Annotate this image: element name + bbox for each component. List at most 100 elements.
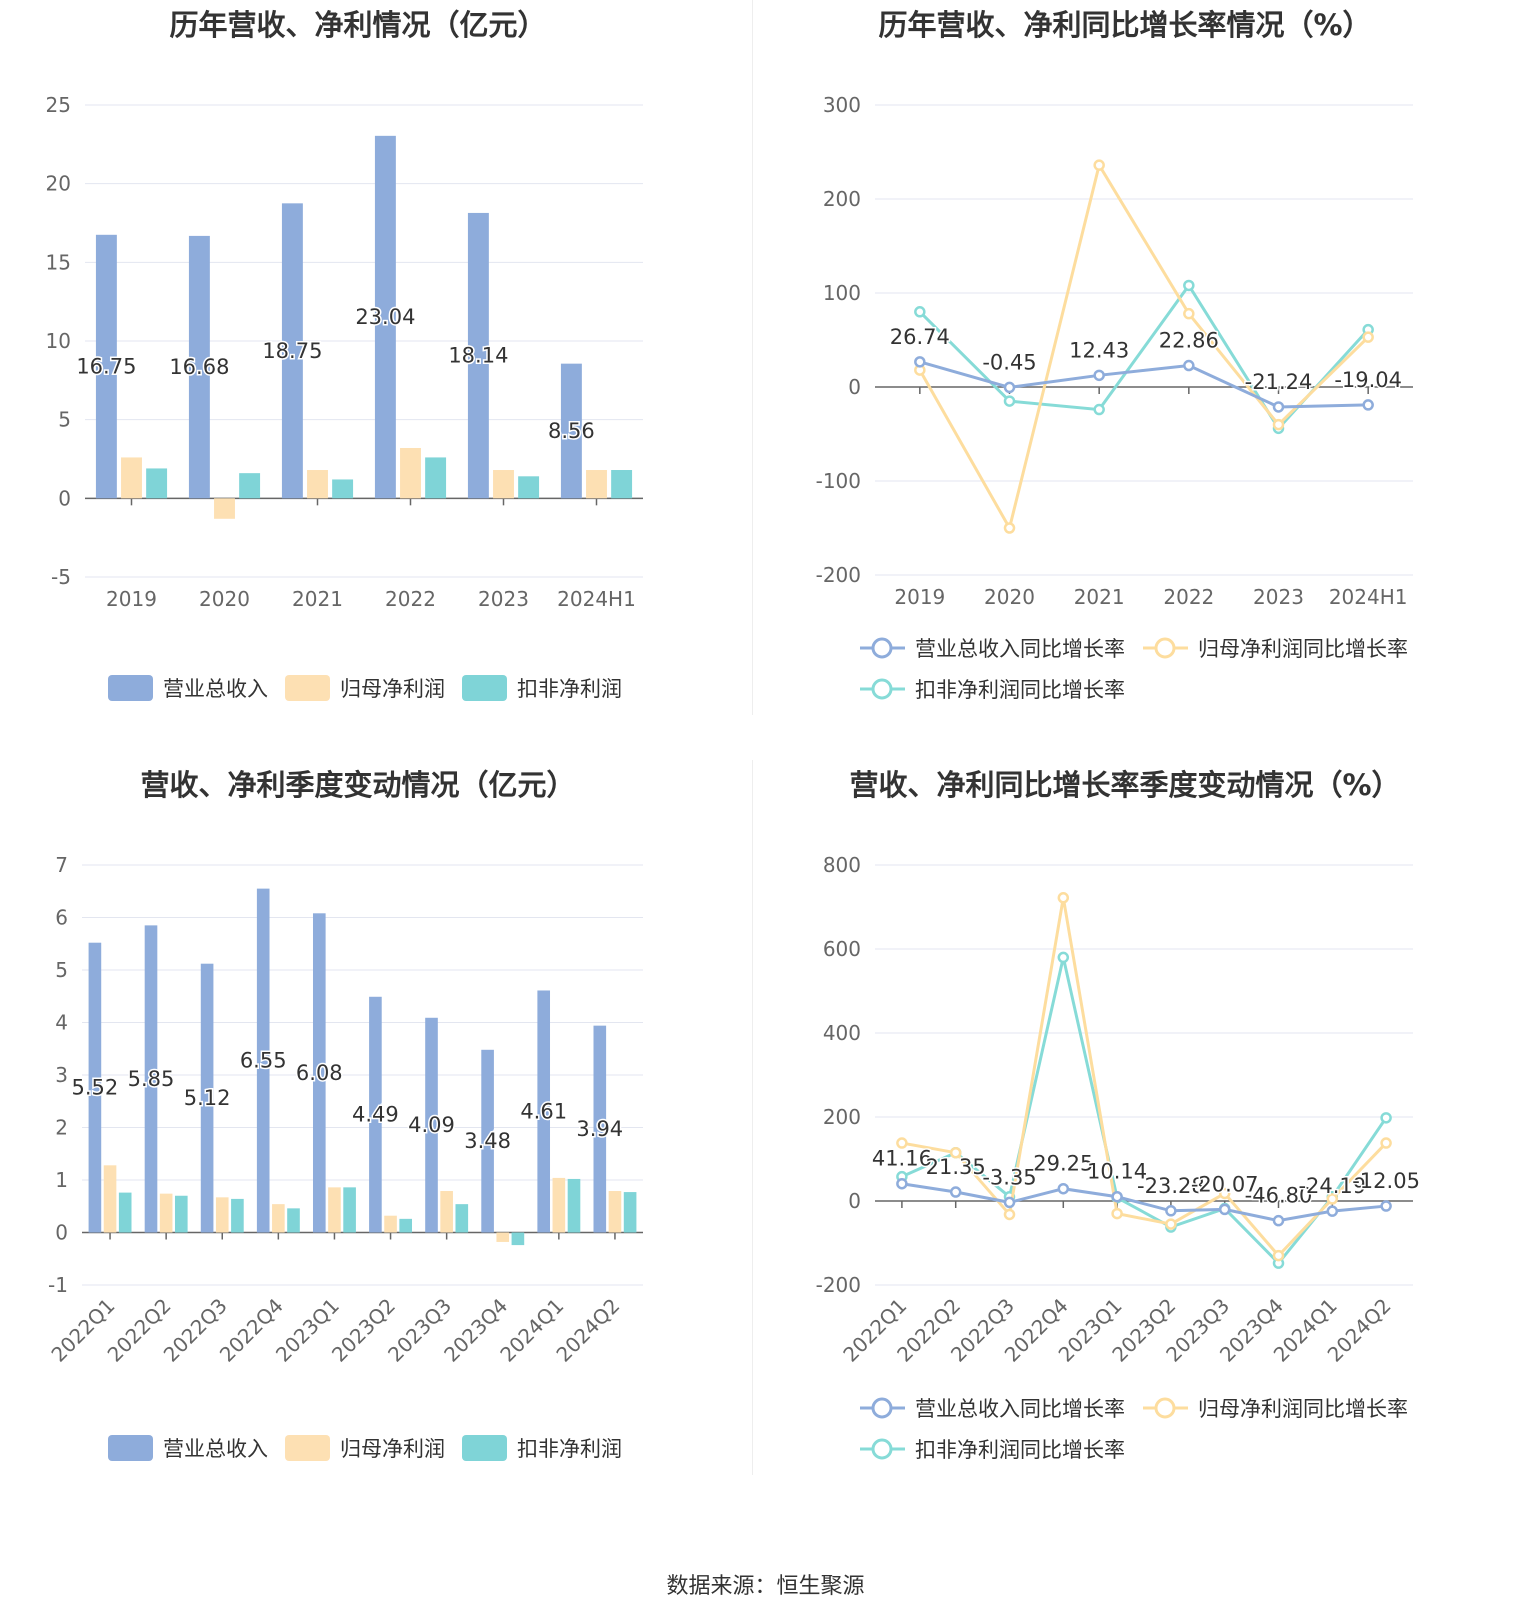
bar (518, 476, 540, 499)
data-label: 12.43 (1069, 338, 1129, 362)
data-point (1093, 403, 1105, 416)
data-point (1362, 331, 1374, 343)
x-tick-label: 2019 (894, 585, 945, 609)
data-label: 5.12 (184, 1086, 231, 1110)
data-label: -19.04 (1334, 368, 1402, 392)
data-label: 5.85 (128, 1067, 175, 1091)
chart-title: 营收、净利同比增长率季度变动情况（%） (849, 768, 1400, 802)
y-tick-label: 1 (55, 1168, 68, 1192)
legend-swatch (108, 1435, 153, 1461)
y-tick-label: 0 (55, 1221, 68, 1245)
x-tick-label: 2024H1 (557, 587, 636, 611)
legend-label: 归母净利润 (340, 677, 445, 701)
data-point (914, 356, 926, 368)
x-tick-label: 2019 (106, 587, 157, 611)
data-point (1183, 279, 1195, 292)
x-tick-label: 2021 (292, 587, 343, 611)
bar (399, 1218, 413, 1233)
data-point (1093, 369, 1105, 382)
bar (537, 990, 551, 1233)
data-point (949, 1146, 962, 1159)
legend-label: 扣非净利润 (517, 677, 622, 701)
bar (239, 473, 261, 499)
bar (467, 212, 489, 499)
legend-marker (1154, 1397, 1176, 1419)
quarterly-bar-chart: 营收、净利季度变动情况（亿元）-1012345672022Q12022Q2202… (46, 768, 643, 1461)
bar (384, 1215, 397, 1233)
data-label: 16.68 (169, 355, 229, 379)
bar (307, 470, 328, 499)
data-label: 3.48 (464, 1129, 511, 1153)
data-label: 18.14 (448, 344, 508, 368)
bar (400, 447, 421, 499)
bar (593, 1025, 607, 1233)
chart-title: 营收、净利季度变动情况（亿元） (140, 768, 575, 802)
data-label: 16.75 (76, 355, 136, 379)
bar (144, 925, 158, 1233)
data-point (1272, 1214, 1285, 1227)
data-label: 3.94 (576, 1117, 623, 1141)
bar (328, 1187, 341, 1233)
y-tick-label: 25 (46, 93, 71, 117)
data-point (1183, 307, 1195, 320)
legend-label: 扣非净利润 (517, 1437, 622, 1461)
data-label: 4.49 (352, 1103, 399, 1127)
bar (256, 888, 270, 1233)
legend-marker (871, 678, 893, 700)
x-tick-label: 2020 (984, 585, 1035, 609)
legend-label: 归母净利润同比增长率 (1198, 1397, 1408, 1421)
data-label: -24.19 (1298, 1174, 1366, 1198)
bar (481, 1049, 494, 1233)
quarterly-bar-panel: 营收、净利季度变动情况（亿元） -1 0 1 2 3 4 5 6 7 2022Q1 2022Q2 202… (0, 760, 760, 1500)
data-label: -23.28 (1137, 1174, 1205, 1198)
chart-title: 历年营收、净利同比增长率情况（%） (878, 8, 1371, 42)
data-point (1362, 399, 1374, 411)
data-point (1380, 1200, 1392, 1212)
legend-swatch (462, 675, 507, 701)
data-label: -21.24 (1245, 370, 1313, 394)
bar (200, 963, 214, 1233)
y-tick-label: 3 (55, 1063, 68, 1087)
bar (118, 1192, 132, 1233)
bar (455, 1204, 469, 1233)
data-point (1272, 401, 1285, 413)
quarterly-growth-chart: 营收、净利同比增长率季度变动情况（%）-20002004006008002022… (816, 768, 1422, 1462)
bar (425, 1017, 438, 1233)
vertical-divider-bottom (752, 760, 753, 1475)
data-point (1003, 1196, 1016, 1209)
data-label: 4.61 (520, 1099, 567, 1123)
bar (493, 470, 514, 499)
bar (560, 363, 582, 499)
y-tick-label: 600 (823, 937, 861, 961)
data-label: -46.80 (1245, 1184, 1313, 1208)
data-point (1218, 1187, 1231, 1200)
x-tick-label: 2022 (385, 587, 436, 611)
legend-label: 营业总收入同比增长率 (915, 637, 1125, 661)
y-tick-label: 100 (823, 281, 861, 305)
data-label: 10.14 (1087, 1160, 1147, 1184)
bar (567, 1178, 581, 1233)
y-tick-label: 7 (55, 853, 68, 877)
legend-swatch (285, 1435, 330, 1461)
bar (95, 234, 117, 499)
data-point (1111, 1207, 1123, 1220)
data-point (914, 306, 926, 318)
data-point (949, 1186, 962, 1198)
y-tick-label: 0 (848, 375, 861, 399)
y-tick-label: 6 (55, 906, 68, 930)
data-point (1057, 892, 1070, 904)
quarterly-growth-panel: 营收、净利同比增长率季度变动情况（%） -200 0 200 400 600 800 2022… (760, 760, 1520, 1500)
bar (281, 203, 303, 499)
data-point (896, 1177, 908, 1190)
data-point (1272, 418, 1285, 431)
bar (215, 1197, 229, 1233)
bar (312, 913, 326, 1233)
legend-label: 扣非净利润同比增长率 (915, 1438, 1125, 1462)
data-label: 26.74 (890, 325, 950, 349)
data-point (1326, 1205, 1339, 1217)
x-tick-label: 2023 (478, 587, 529, 611)
bar (552, 1177, 566, 1233)
bar (623, 1192, 637, 1233)
legend-marker (871, 637, 893, 659)
y-tick-label: 20 (46, 172, 71, 196)
